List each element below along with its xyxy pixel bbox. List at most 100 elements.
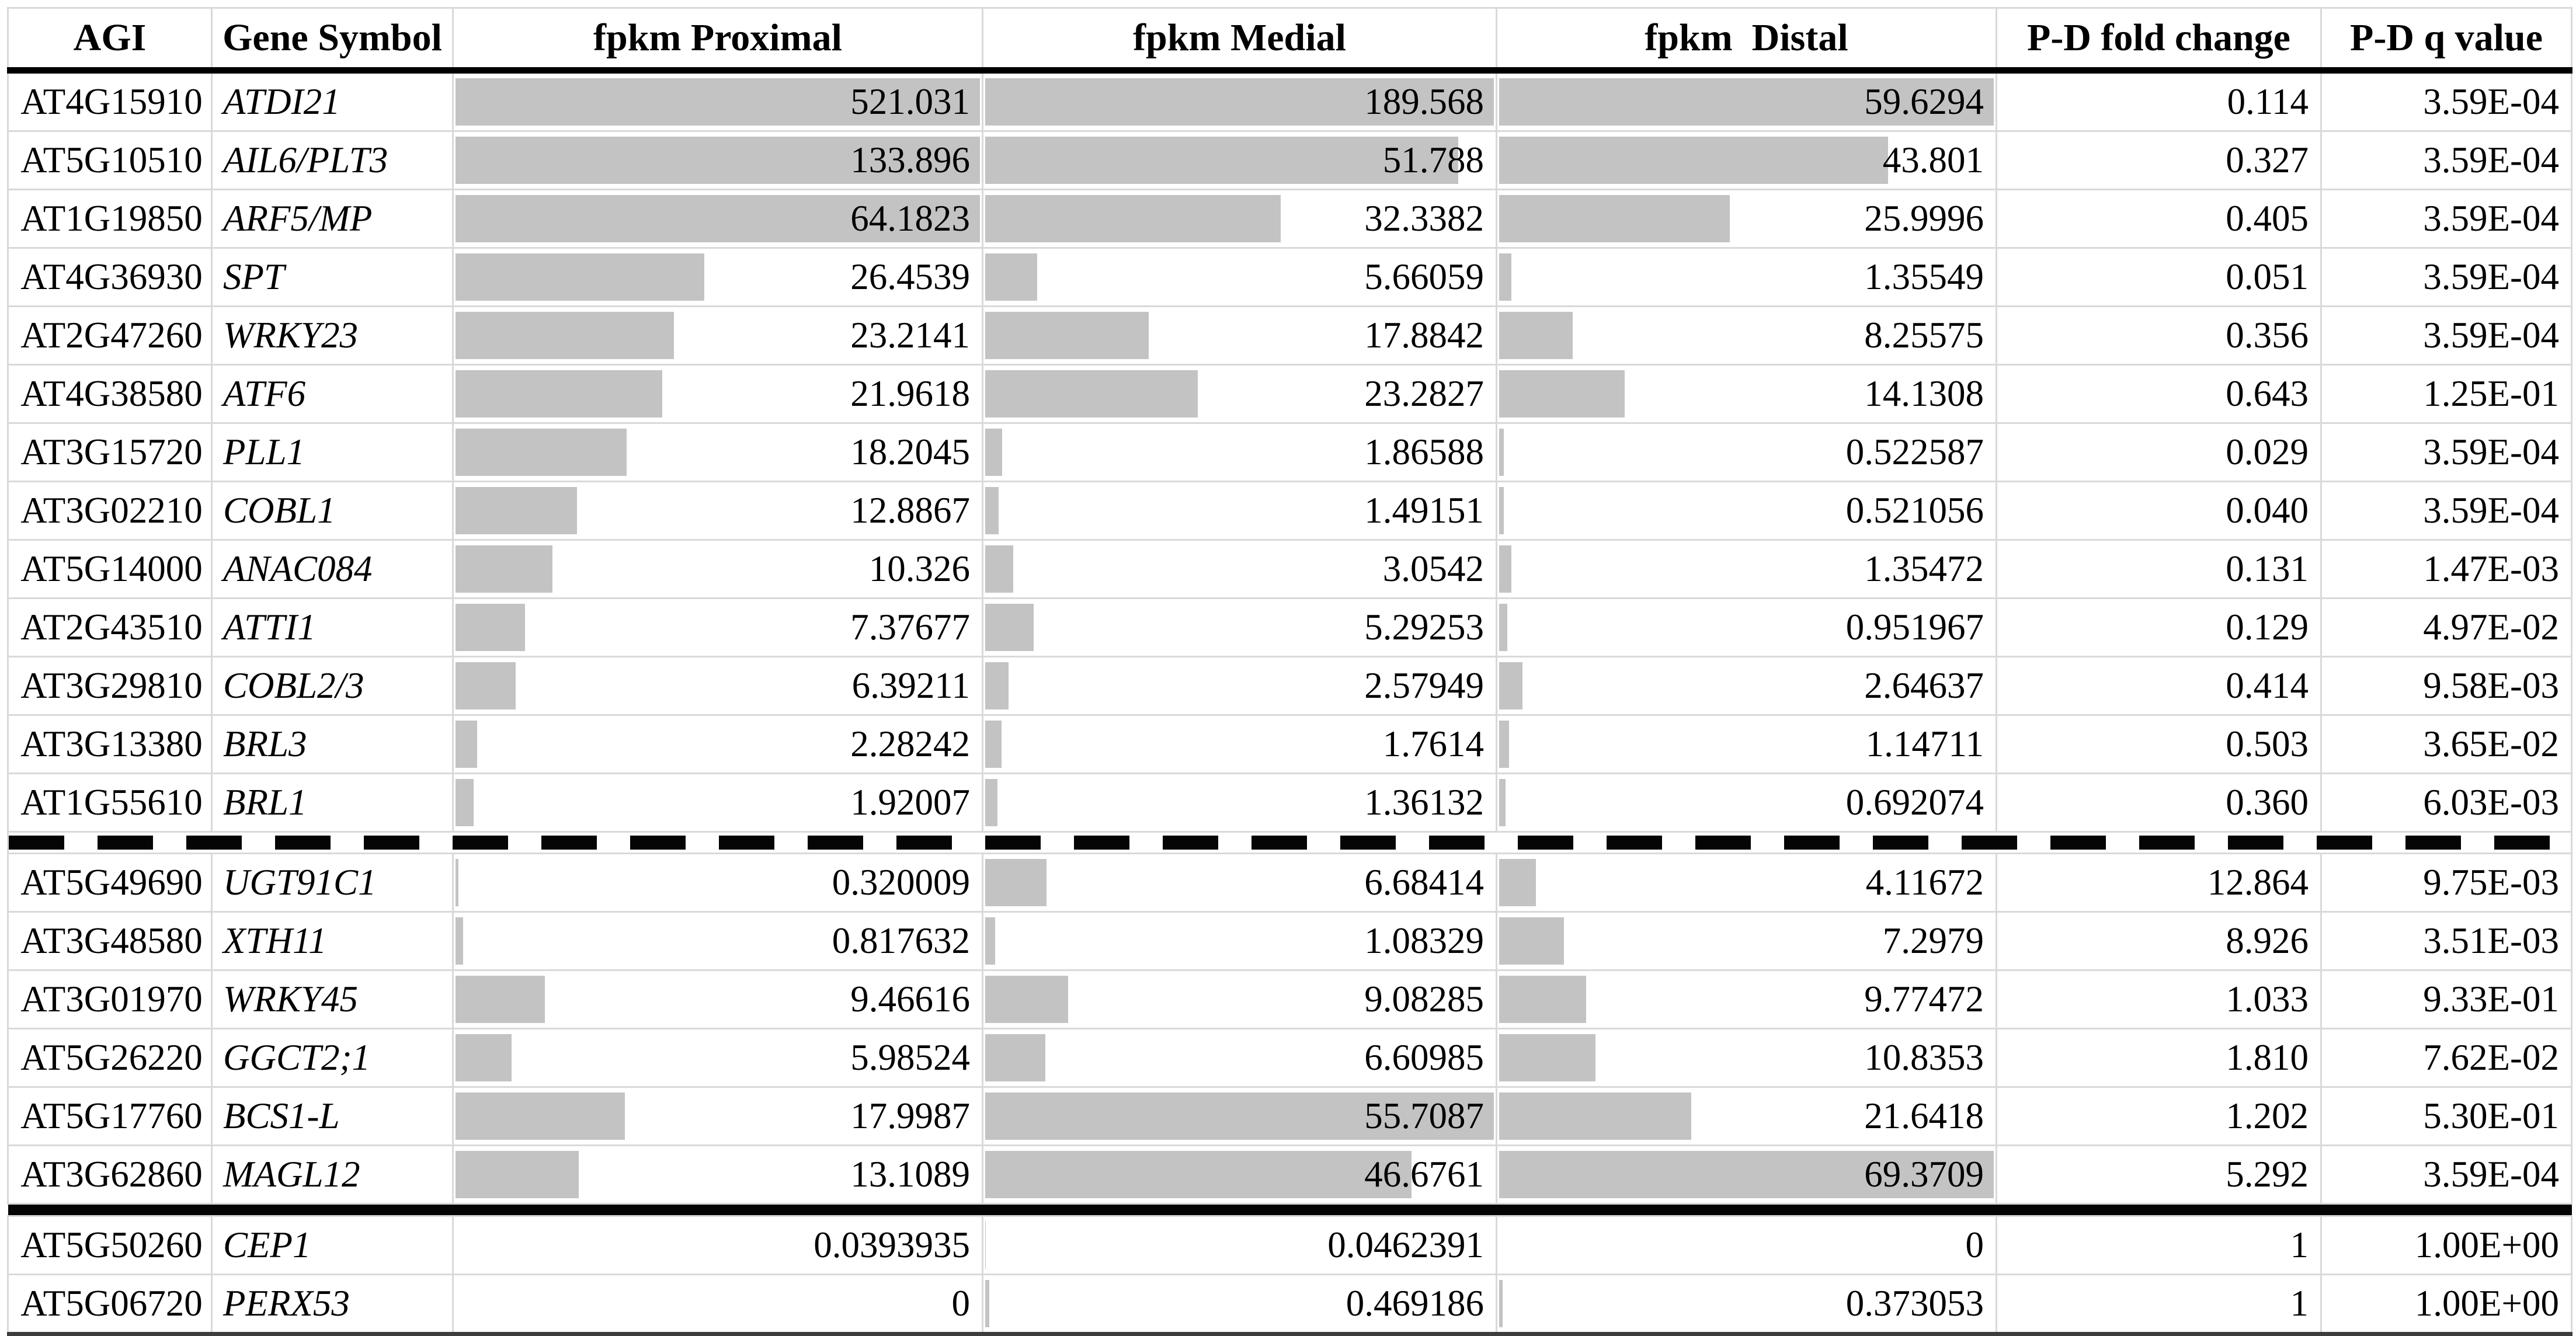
table-row: AT2G47260 WRKY23 23.2141 17.8842 8.25575 0.35… [7, 305, 2572, 366]
pd-fold-change-cell: 0.040 [1996, 481, 2322, 541]
pd-q-value-cell: 5.30E-01 [2320, 1086, 2572, 1146]
pd-fold-change-cell: 0.643 [1996, 364, 2322, 424]
agi-cell: AT5G49690 [7, 853, 213, 913]
page: AGI Gene Symbol fpkm Proximal fpkm Media… [7, 7, 2572, 1336]
fpkm-distal-bar [1499, 137, 1888, 184]
fpkm-distal-cell: 59.6294 [1496, 69, 1997, 132]
dashed-separator-line [7, 831, 2572, 854]
fpkm-proximal-bar [456, 545, 553, 593]
fpkm-proximal-bar [456, 779, 474, 826]
cell-value: 17.9987 [850, 1095, 970, 1136]
table-header: AGI Gene Symbol fpkm Proximal fpkm Media… [7, 7, 2572, 74]
table-body: AT4G15910 ATDI21 521.031 189.568 59.6294 0.11… [7, 69, 2572, 1336]
cell-value: 18.2045 [850, 432, 970, 472]
fpkm-proximal-cell: 7.37677 [452, 597, 983, 657]
cell-value: 0 [951, 1283, 971, 1324]
fpkm-distal-bar [1499, 429, 1504, 476]
fpkm-medial-cell: 2.57949 [982, 656, 1497, 716]
dashed-separator [7, 831, 2572, 854]
table-row: AT1G19850 ARF5/MP 64.1823 32.3382 25.9996 0.4… [7, 189, 2572, 249]
fpkm-proximal-cell: 9.46616 [452, 969, 983, 1029]
cell-value: 0.522587 [1845, 432, 1984, 472]
pd-fold-change-cell: 1.810 [1996, 1028, 2322, 1088]
agi-cell: AT4G36930 [7, 247, 213, 307]
fpkm-medial-bar [985, 1034, 1046, 1081]
gene-symbol-cell: MAGL12 [211, 1144, 454, 1205]
fpkm-proximal-bar [456, 1034, 512, 1081]
cell-value: 2.64637 [1864, 665, 1984, 706]
fpkm-proximal-bar [456, 487, 577, 534]
fpkm-distal-cell: 7.2979 [1496, 911, 1997, 971]
gene-symbol-cell: WRKY45 [211, 969, 454, 1029]
fpkm-distal-cell: 14.1308 [1496, 364, 1997, 424]
agi-cell: AT5G17760 [7, 1086, 213, 1146]
pd-q-value-cell: 3.59E-04 [2320, 247, 2572, 307]
fpkm-medial-cell: 3.0542 [982, 539, 1497, 599]
agi-cell: AT5G14000 [7, 539, 213, 599]
fpkm-distal-cell: 0 [1496, 1215, 1997, 1275]
fpkm-proximal-cell: 26.4539 [452, 247, 983, 307]
pd-fold-change-cell: 5.292 [1996, 1144, 2322, 1205]
fpkm-proximal-cell: 1.92007 [452, 773, 983, 833]
fpkm-proximal-bar [456, 78, 980, 126]
pd-q-value-cell: 3.59E-04 [2320, 305, 2572, 366]
fpkm-medial-cell: 5.66059 [982, 247, 1497, 307]
fpkm-medial-bar [985, 662, 1009, 709]
pd-q-value-cell: 3.59E-04 [2320, 189, 2572, 249]
fpkm-proximal-cell: 17.9987 [452, 1086, 983, 1146]
column-header-gene-symbol: Gene Symbol [211, 7, 454, 74]
fpkm-distal-bar [1499, 779, 1506, 826]
table-row: AT1G55610 BRL1 1.92007 1.36132 0.692074 0.360… [7, 773, 2572, 833]
agi-cell: AT3G13380 [7, 714, 213, 774]
gene-symbol-cell: BCS1-L [211, 1086, 454, 1146]
fpkm-medial-cell: 55.7087 [982, 1086, 1497, 1146]
table-row: AT5G26220 GGCT2;1 5.98524 6.60985 10.8353 1.8… [7, 1028, 2572, 1088]
fpkm-medial-bar [985, 545, 1013, 593]
fpkm-proximal-bar [456, 195, 980, 242]
fpkm-proximal-cell: 6.39211 [452, 656, 983, 716]
gene-symbol-cell: ATF6 [211, 364, 454, 424]
pd-q-value-cell: 3.65E-02 [2320, 714, 2572, 774]
fpkm-medial-cell: 9.08285 [982, 969, 1497, 1029]
fpkm-medial-bar [985, 604, 1034, 651]
cell-value: 23.2141 [850, 315, 970, 356]
agi-cell: AT1G55610 [7, 773, 213, 833]
fpkm-proximal-bar [456, 370, 662, 418]
fpkm-medial-bar [985, 976, 1068, 1023]
fpkm-medial-bar [985, 370, 1198, 418]
gene-symbol-cell: COBL1 [211, 481, 454, 541]
fpkm-medial-cell: 51.788 [982, 130, 1497, 190]
fpkm-proximal-bar [456, 859, 459, 906]
table-row: AT3G01970 WRKY45 9.46616 9.08285 9.77472 1.03… [7, 969, 2572, 1029]
cell-value: 14.1308 [1864, 373, 1984, 414]
pd-fold-change-cell: 0.051 [1996, 247, 2322, 307]
fpkm-medial-cell: 6.60985 [982, 1028, 1497, 1088]
agi-cell: AT3G48580 [7, 911, 213, 971]
cell-value: 3.0542 [1382, 548, 1484, 589]
fpkm-medial-bar [985, 721, 1002, 768]
cell-value: 1.7614 [1382, 723, 1484, 764]
fpkm-medial-bar [985, 429, 1003, 476]
table-row: AT5G49690 UGT91C1 0.320009 6.68414 4.11672 12… [7, 853, 2572, 913]
fpkm-distal-cell: 0.692074 [1496, 773, 1997, 833]
fpkm-table: AGI Gene Symbol fpkm Proximal fpkm Media… [7, 7, 2572, 1336]
column-header-agi: AGI [7, 7, 213, 74]
agi-cell: AT5G10510 [7, 130, 213, 190]
fpkm-medial-bar [985, 779, 998, 826]
gene-symbol-cell: PLL1 [211, 422, 454, 482]
cell-value: 521.031 [850, 81, 970, 122]
agi-cell: AT5G50260 [7, 1215, 213, 1275]
cell-value: 1.49151 [1364, 490, 1484, 531]
pd-fold-change-cell: 0.503 [1996, 714, 2322, 774]
cell-value: 1.92007 [850, 782, 970, 823]
cell-value: 9.46616 [850, 979, 970, 1020]
fpkm-distal-cell: 0.951967 [1496, 597, 1997, 657]
cell-value: 0.692074 [1845, 782, 1984, 823]
agi-cell: AT5G06720 [7, 1274, 213, 1336]
cell-value: 5.66059 [1364, 256, 1484, 297]
agi-cell: AT3G02210 [7, 481, 213, 541]
table-row: AT2G43510 ATTI1 7.37677 5.29253 0.951967 0.12… [7, 597, 2572, 657]
pd-q-value-cell: 4.97E-02 [2320, 597, 2572, 657]
fpkm-proximal-bar [456, 253, 705, 301]
agi-cell: AT3G29810 [7, 656, 213, 716]
